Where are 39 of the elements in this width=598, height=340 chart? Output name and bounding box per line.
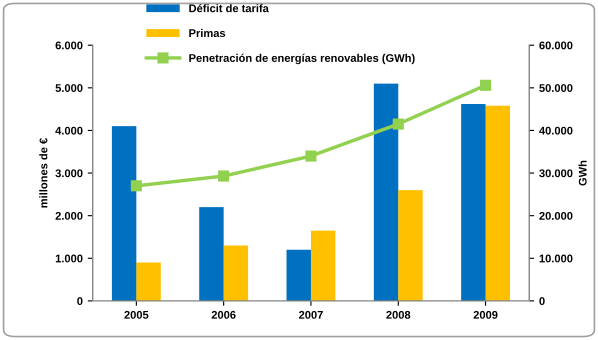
- x-tick-label: 2005: [124, 310, 148, 319]
- legend-label: Penetración de energías renovables (GWh): [189, 54, 415, 64]
- y2-tick-label: 40.000: [539, 126, 572, 135]
- y-tick-label: 1.000: [56, 254, 83, 262]
- x-tick-label: 2009: [474, 310, 498, 319]
- point: [218, 170, 230, 182]
- bar: [486, 106, 510, 301]
- legend-label: Primas: [189, 28, 226, 38]
- y-tick-label: 0: [77, 297, 83, 306]
- bar: [199, 207, 224, 301]
- bar: [310, 230, 336, 301]
- bar: [112, 126, 136, 301]
- bar: [224, 246, 248, 301]
- y2-tick-label: 10.000: [540, 254, 572, 262]
- legend-label: Déficit de tarifa: [189, 4, 269, 12]
- point: [392, 118, 404, 130]
- y2-tick-label: 30.000: [539, 169, 572, 178]
- bar: [286, 250, 311, 301]
- bar: [136, 262, 161, 301]
- y-tick-label: 3.000: [55, 169, 83, 178]
- y-tick-label: 4.000: [55, 126, 83, 135]
- bar: [374, 84, 398, 301]
- point: [480, 80, 492, 91]
- y2-tick-label: 60.000: [539, 41, 572, 50]
- bar: [398, 190, 423, 301]
- x-tick-label: 2008: [386, 310, 410, 319]
- point: [305, 150, 317, 162]
- bar: [461, 104, 486, 301]
- y-tick-label: 6.000: [56, 41, 83, 50]
- y-tick-label: 5.000: [56, 84, 83, 92]
- y2-tick-label: 20.000: [539, 212, 572, 220]
- x-tick-label: 2007: [298, 310, 323, 319]
- x-tick-label: 2006: [212, 310, 236, 319]
- y-axis-title: millones de €: [39, 138, 48, 208]
- point: [130, 180, 142, 192]
- y-tick-label: 2.000: [56, 212, 83, 220]
- y2-tick-label: 0: [539, 297, 545, 306]
- y2-tick-label: 50.000: [539, 84, 572, 92]
- y2-axis-title: GWh: [578, 160, 587, 186]
